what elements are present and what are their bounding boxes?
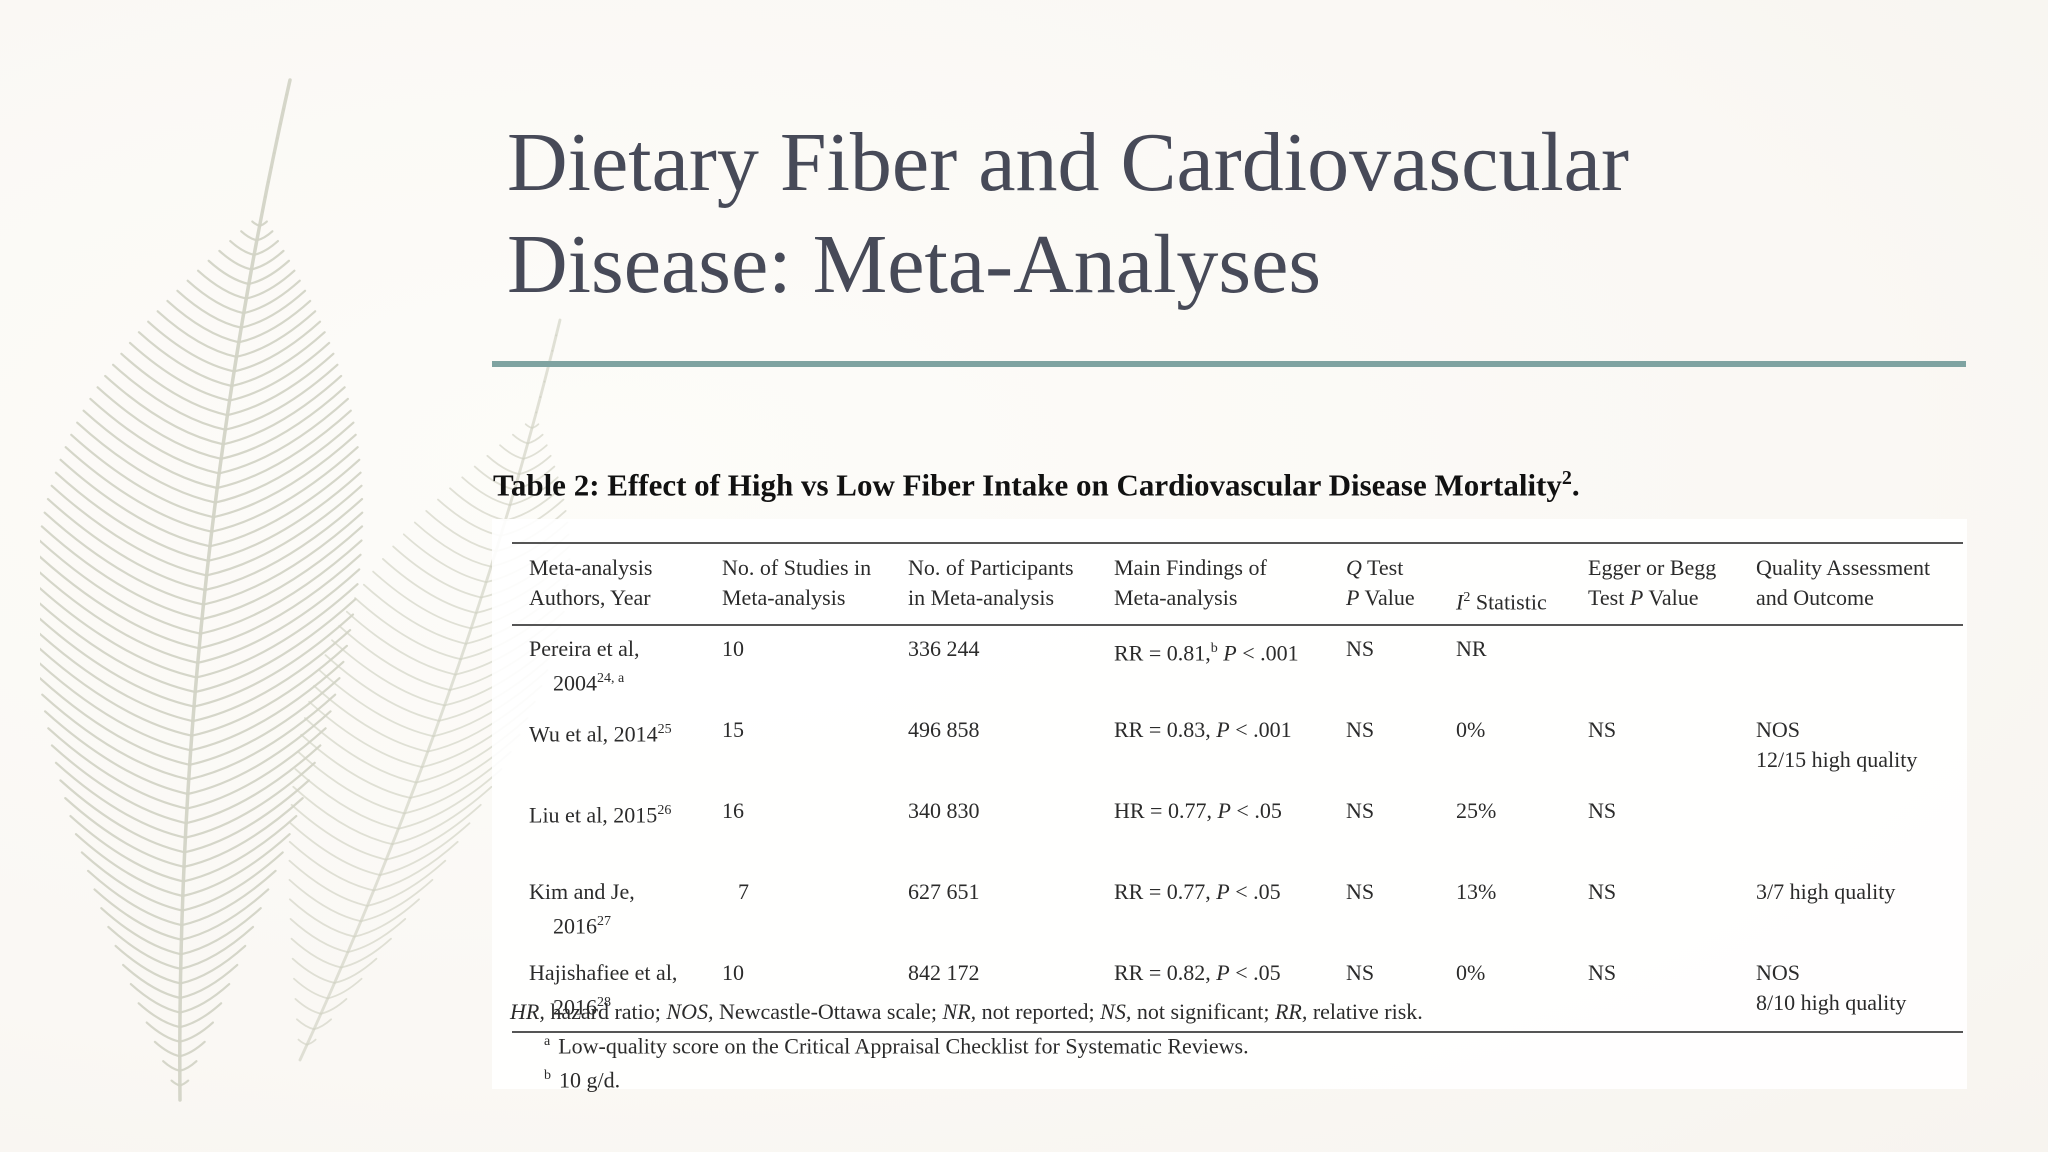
cell-finding: RR = 0.82, P < .05 [1097,950,1329,1034]
table-caption-ref: 2 [1561,467,1572,489]
header-participants: No. of Participants in Meta-analysis [891,541,1097,627]
table-row: Liu et al, 201526 16 340 830 HR = 0.77, … [512,788,1963,869]
cell-quality [1739,625,1963,707]
header-q-test: Q Test P Value [1329,541,1439,627]
table-header-row: Meta-analysis Authors, Year No. of Studie… [512,541,1963,627]
cell-participants: 496 858 [908,717,980,743]
cell-i2: 13% [1456,879,1497,905]
cell-finding: HR = 0.77, P < .05 [1114,798,1282,824]
header-authors: Meta-analysis Authors, Year [512,541,705,627]
header-studies: No. of Studies in Meta-analysis [705,541,891,627]
cell-participants: 627 651 [908,879,980,905]
title-line-2: Disease: Meta-Analyses [507,218,1322,311]
cell-q-test: NS [1346,717,1375,743]
table-row: Hajishafiee et al, 201628 10 842 172 RR =… [512,950,1963,1034]
table-caption-end: . [1571,467,1580,503]
table-caption-text: Table 2: Effect of High vs Low Fiber Int… [493,467,1562,503]
cell-studies: 16 [722,798,744,824]
cell-q-test: NS [1346,636,1375,662]
cell-participants: 336 244 [908,636,980,662]
cell-i2: 0% [1456,717,1486,743]
slide-title: Dietary Fiber and Cardiovascular Disease… [507,112,1907,316]
cell-quality: NOS 12/15 high quality [1756,717,1918,773]
cell-q-test: NS [1346,798,1375,824]
cell-egger: NS [1588,879,1617,905]
cell-quality: NOS 8/10 high quality [1739,950,1963,1034]
cell-participants: 340 830 [908,798,980,824]
cell-author: Pereira et al, 200424, a [529,636,640,696]
cell-q-test: NS [1346,879,1375,905]
cell-author: Wu et al, 201425 [529,721,672,747]
cell-q-test: NS [1329,950,1439,1034]
cell-studies: 10 [705,950,891,1034]
header-i2-statistic: I2 Statistic [1439,541,1571,627]
table-caption: Table 2: Effect of High vs Low Fiber Int… [493,467,1963,503]
table-footnotes: HR, hazard ratio; NOS, Newcastle-Ottawa … [510,997,1960,1096]
cell-studies: 10 [722,636,744,662]
header-quality: Quality Assessment and Outcome [1739,541,1963,627]
cell-i2: NR [1456,636,1487,662]
footnote-a: a Low-quality score on the Critical Appra… [544,1033,1249,1059]
cell-author: Liu et al, 201526 [529,802,672,828]
cell-i2: 25% [1456,798,1497,824]
cell-egger [1571,625,1739,707]
cell-quality: 3/7 high quality [1756,879,1896,905]
footnote-b: b 10 g/d. [544,1067,621,1093]
header-findings: Main Findings of Meta-analysis [1097,541,1329,627]
cell-i2: 0% [1439,950,1571,1034]
cell-finding: RR = 0.77, P < .05 [1114,879,1281,905]
header-egger-begg: Egger or Begg Test P Value [1571,541,1739,627]
cell-author: Kim and Je, 201627 [529,879,635,939]
footnote-abbreviations: HR, hazard ratio; NOS, Newcastle-Ottawa … [510,999,1423,1024]
cell-egger: NS [1588,717,1617,743]
title-divider [492,361,1966,367]
cell-studies: 15 [722,717,744,743]
cell-finding: RR = 0.81,b P < .001 [1114,640,1299,666]
cell-egger: NS [1571,950,1739,1034]
cell-studies: 7 [738,879,749,905]
cell-egger: NS [1588,798,1617,824]
meta-analysis-table: Meta-analysis Authors, Year No. of Studie… [512,541,1963,1034]
table-row: Kim and Je, 201627 7 627 651 RR = 0.77, P… [512,869,1963,950]
table-row: Wu et al, 201425 15 496 858 RR = 0.83, P… [512,707,1963,788]
cell-finding: RR = 0.83, P < .001 [1114,717,1292,743]
cell-participants: 842 172 [891,950,1097,1034]
title-line-1: Dietary Fiber and Cardiovascular [507,116,1629,209]
table-row: Pereira et al, 200424, a 10 336 244 RR = … [512,625,1963,707]
cell-author: Hajishafiee et al, 201628 [512,950,705,1034]
cell-quality [1739,788,1963,869]
